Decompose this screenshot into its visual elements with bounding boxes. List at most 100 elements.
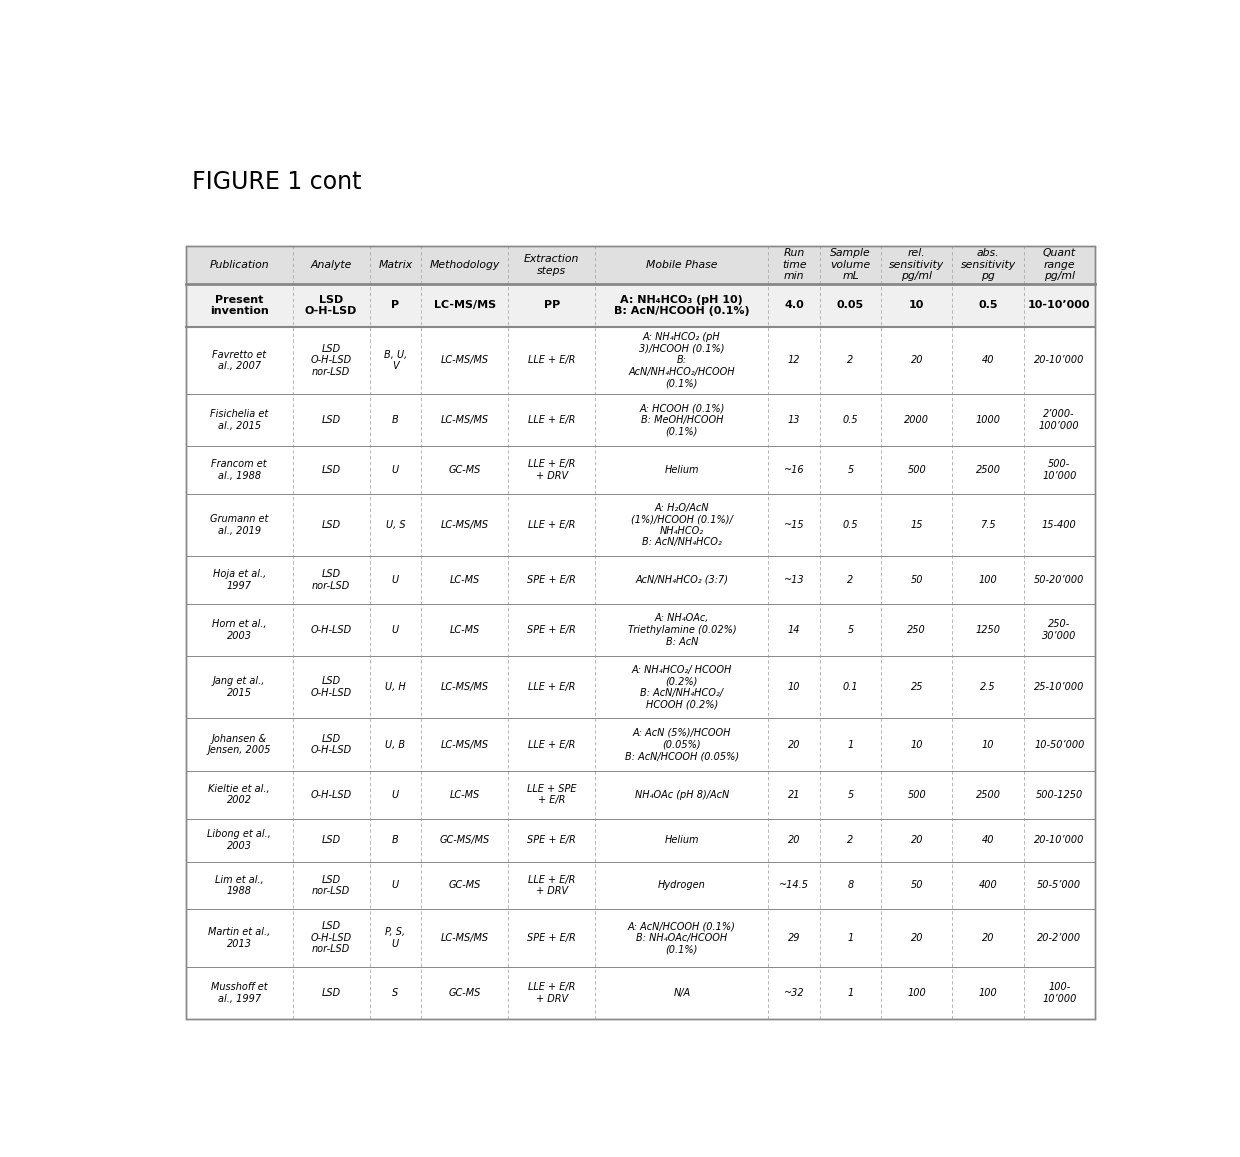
Text: 10: 10 bbox=[910, 739, 923, 750]
Text: 14: 14 bbox=[787, 625, 800, 635]
Text: B: B bbox=[392, 415, 399, 425]
Text: 1: 1 bbox=[847, 933, 853, 943]
Text: 5: 5 bbox=[847, 790, 853, 799]
Text: FIGURE 1 cont: FIGURE 1 cont bbox=[191, 170, 361, 194]
Bar bbox=[186, 245, 1095, 1019]
Text: Kieltie et al.,
2002: Kieltie et al., 2002 bbox=[208, 784, 270, 805]
Text: LLE + E/R: LLE + E/R bbox=[528, 683, 575, 692]
Text: A: NH₄HCO₂ (pH
3)/HCOOH (0.1%)
B:
AcN/NH₄HCO₂/HCOOH
(0.1%): A: NH₄HCO₂ (pH 3)/HCOOH (0.1%) B: AcN/NH… bbox=[629, 332, 735, 389]
Text: Francom et
al., 1988: Francom et al., 1988 bbox=[211, 459, 267, 481]
Text: ~16: ~16 bbox=[784, 465, 805, 476]
Text: NH₄OAc (pH 8)/AcN: NH₄OAc (pH 8)/AcN bbox=[635, 790, 729, 799]
Text: 40: 40 bbox=[982, 835, 994, 845]
Bar bbox=[186, 283, 1095, 327]
Text: LC-MS: LC-MS bbox=[450, 790, 480, 799]
Text: LC-MS/MS: LC-MS/MS bbox=[440, 355, 489, 366]
Text: 2: 2 bbox=[847, 355, 853, 366]
Text: 13: 13 bbox=[787, 415, 800, 425]
Text: LC-MS: LC-MS bbox=[450, 575, 480, 585]
Text: 4.0: 4.0 bbox=[784, 301, 804, 310]
Text: 500-1250: 500-1250 bbox=[1035, 790, 1083, 799]
Text: Martin et al.,
2013: Martin et al., 2013 bbox=[208, 927, 270, 949]
Text: 100-
10’000: 100- 10’000 bbox=[1042, 982, 1076, 1003]
Text: LC-MS: LC-MS bbox=[450, 625, 480, 635]
Text: Musshoff et
al., 1997: Musshoff et al., 1997 bbox=[211, 982, 268, 1003]
Bar bbox=[186, 557, 1095, 604]
Text: 20: 20 bbox=[787, 739, 800, 750]
Text: 1: 1 bbox=[847, 739, 853, 750]
Text: LSD: LSD bbox=[321, 519, 341, 530]
Text: LSD
O-H-LSD
nor-LSD: LSD O-H-LSD nor-LSD bbox=[310, 344, 352, 377]
Text: A: NH₄HCO₂/ HCOOH
(0.2%)
B: AcN/NH₄HCO₂/
HCOOH (0.2%): A: NH₄HCO₂/ HCOOH (0.2%) B: AcN/NH₄HCO₂/… bbox=[631, 665, 732, 709]
Text: 10: 10 bbox=[982, 739, 994, 750]
Text: Hydrogen: Hydrogen bbox=[658, 880, 706, 891]
Text: A: HCOOH (0.1%)
B: MeOH/HCOOH
(0.1%): A: HCOOH (0.1%) B: MeOH/HCOOH (0.1%) bbox=[639, 404, 724, 436]
Text: 0.5: 0.5 bbox=[978, 301, 998, 310]
Text: 10: 10 bbox=[909, 301, 925, 310]
Text: Jang et al.,
2015: Jang et al., 2015 bbox=[213, 677, 265, 698]
Text: Johansen &
Jensen, 2005: Johansen & Jensen, 2005 bbox=[207, 734, 270, 756]
Text: 100: 100 bbox=[978, 988, 997, 997]
Text: LSD
O-H-LSD
nor-LSD: LSD O-H-LSD nor-LSD bbox=[310, 921, 352, 955]
Text: U, S: U, S bbox=[386, 519, 405, 530]
Bar bbox=[186, 818, 1095, 862]
Text: 0.5: 0.5 bbox=[843, 415, 858, 425]
Text: B: B bbox=[392, 835, 399, 845]
Text: O-H-LSD: O-H-LSD bbox=[310, 790, 352, 799]
Text: 20: 20 bbox=[982, 933, 994, 943]
Text: 20-10’000: 20-10’000 bbox=[1034, 835, 1085, 845]
Text: 20-10’000: 20-10’000 bbox=[1034, 355, 1085, 366]
Text: 50: 50 bbox=[910, 880, 923, 891]
Text: 8: 8 bbox=[847, 880, 853, 891]
Text: 50: 50 bbox=[910, 575, 923, 585]
Text: 0.5: 0.5 bbox=[843, 519, 858, 530]
Text: abs.
sensitivity
pg: abs. sensitivity pg bbox=[961, 249, 1016, 281]
Text: 0.05: 0.05 bbox=[837, 301, 864, 310]
Text: Favretto et
al., 2007: Favretto et al., 2007 bbox=[212, 349, 267, 371]
Text: ~32: ~32 bbox=[784, 988, 805, 997]
Text: 5: 5 bbox=[847, 465, 853, 476]
Text: 25: 25 bbox=[910, 683, 923, 692]
Bar bbox=[186, 909, 1095, 966]
Text: U, B: U, B bbox=[386, 739, 405, 750]
Text: Mobile Phase: Mobile Phase bbox=[646, 260, 718, 270]
Text: 100: 100 bbox=[908, 988, 926, 997]
Text: LSD
O-H-LSD: LSD O-H-LSD bbox=[310, 734, 352, 756]
Text: B, U,
V: B, U, V bbox=[384, 349, 407, 371]
Text: Quant
range
pg/ml: Quant range pg/ml bbox=[1043, 249, 1076, 281]
Text: Grumann et
al., 2019: Grumann et al., 2019 bbox=[210, 514, 268, 536]
Bar bbox=[186, 447, 1095, 494]
Text: Fisichelia et
al., 2015: Fisichelia et al., 2015 bbox=[210, 410, 268, 430]
Text: SPE + E/R: SPE + E/R bbox=[527, 625, 577, 635]
Text: A: AcN (5%)/HCOOH
(0.05%)
B: AcN/HCOOH (0.05%): A: AcN (5%)/HCOOH (0.05%) B: AcN/HCOOH (… bbox=[625, 728, 739, 761]
Text: 10: 10 bbox=[787, 683, 800, 692]
Text: U: U bbox=[392, 880, 399, 891]
Text: LLE + E/R: LLE + E/R bbox=[528, 519, 575, 530]
Bar bbox=[186, 393, 1095, 447]
Text: GC-MS/MS: GC-MS/MS bbox=[440, 835, 490, 845]
Text: U: U bbox=[392, 790, 399, 799]
Text: LLE + E/R
+ DRV: LLE + E/R + DRV bbox=[528, 459, 575, 481]
Text: 500: 500 bbox=[908, 465, 926, 476]
Text: 400: 400 bbox=[978, 880, 997, 891]
Text: 50-5’000: 50-5’000 bbox=[1037, 880, 1081, 891]
Text: 21: 21 bbox=[787, 790, 800, 799]
Bar bbox=[186, 966, 1095, 1019]
Text: Matrix: Matrix bbox=[378, 260, 413, 270]
Text: O-H-LSD: O-H-LSD bbox=[310, 625, 352, 635]
Bar bbox=[186, 494, 1095, 557]
Text: 5: 5 bbox=[847, 625, 853, 635]
Text: ~14.5: ~14.5 bbox=[779, 880, 810, 891]
Text: N/A: N/A bbox=[673, 988, 691, 997]
Text: 10-50’000: 10-50’000 bbox=[1034, 739, 1085, 750]
Text: SPE + E/R: SPE + E/R bbox=[527, 835, 577, 845]
Text: P, S,
U: P, S, U bbox=[386, 927, 405, 949]
Text: LLE + SPE
+ E/R: LLE + SPE + E/R bbox=[527, 784, 577, 805]
Text: LC-MS/MS: LC-MS/MS bbox=[434, 301, 496, 310]
Text: SPE + E/R: SPE + E/R bbox=[527, 575, 577, 585]
Text: 2.5: 2.5 bbox=[980, 683, 996, 692]
Text: 20: 20 bbox=[910, 933, 923, 943]
Text: 100: 100 bbox=[978, 575, 997, 585]
Text: AcN/NH₄HCO₂ (3:7): AcN/NH₄HCO₂ (3:7) bbox=[635, 575, 728, 585]
Text: Libong et al.,
2003: Libong et al., 2003 bbox=[207, 830, 272, 850]
